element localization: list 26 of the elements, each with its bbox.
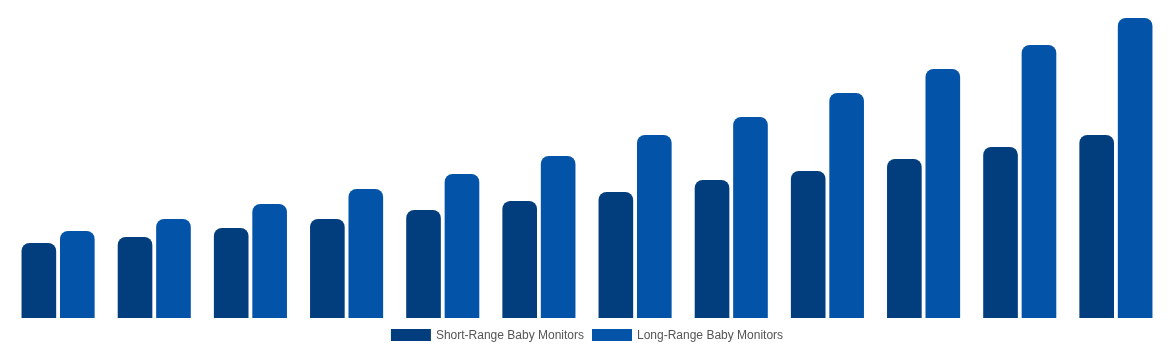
bar bbox=[1079, 135, 1115, 318]
bar bbox=[636, 135, 672, 318]
bar bbox=[1021, 45, 1057, 318]
bar bbox=[21, 243, 57, 318]
bar bbox=[887, 159, 922, 318]
bar bbox=[694, 180, 730, 318]
bar bbox=[1117, 18, 1153, 318]
bar bbox=[790, 171, 826, 318]
bar bbox=[502, 201, 538, 318]
bar bbox=[925, 69, 961, 318]
bar bbox=[117, 237, 153, 318]
bar bbox=[213, 228, 249, 318]
legend-label: Long-Range Baby Monitors bbox=[636, 328, 784, 342]
bar bbox=[829, 93, 864, 318]
bar bbox=[598, 192, 634, 318]
bar bbox=[733, 117, 768, 318]
bar bbox=[444, 174, 480, 318]
bar bbox=[156, 219, 191, 318]
bar bbox=[983, 147, 1018, 318]
bar bbox=[252, 204, 287, 318]
bar bbox=[540, 156, 576, 318]
legend-label: Short-Range Baby Monitors bbox=[435, 328, 584, 342]
bar bbox=[59, 231, 95, 318]
bar bbox=[310, 219, 345, 318]
bar bbox=[348, 189, 384, 318]
bar bbox=[406, 210, 441, 318]
